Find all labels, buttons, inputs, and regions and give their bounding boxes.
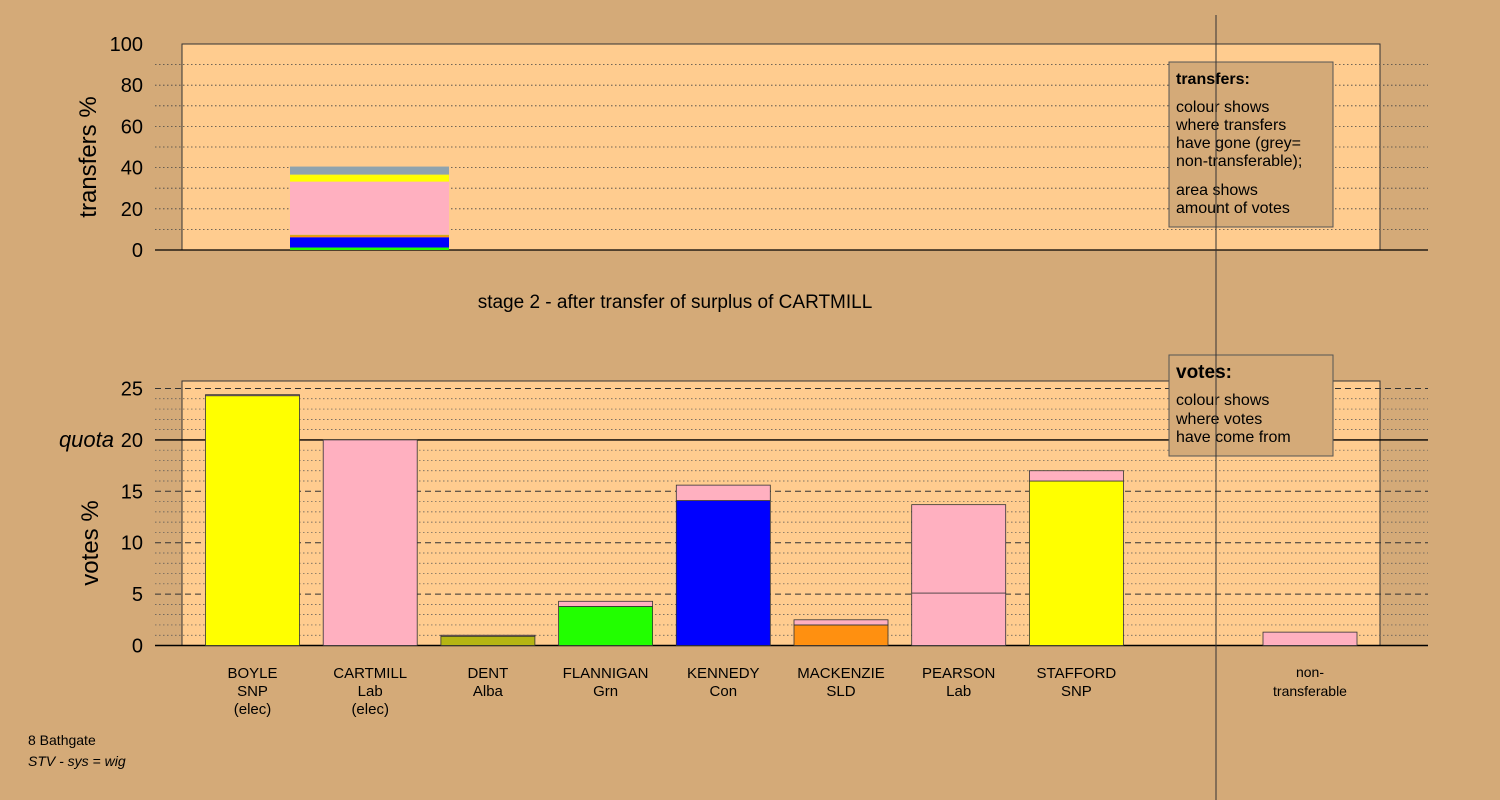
votes-y-tick-label: 5 [132,584,143,606]
votes-y-tick-label: 15 [121,481,143,503]
vote-segment-dent [440,635,536,646]
transfer-segment-mackenzie [290,235,449,238]
candidate-party-mackenzie: SLD [826,683,855,700]
votes-y-tick-label: 10 [121,533,143,555]
quota-label: quota [59,427,114,452]
vote-segment-mackenzie [793,624,889,646]
candidate-party-pearson: Lab [946,683,971,700]
transfers-y-tick-label: 0 [132,240,143,262]
transfers-y-axis-label: transfers % [75,96,102,217]
vote-segment-boyle [205,394,300,397]
transfers-legend: transfers: colour shows where transfers … [1168,61,1334,228]
votes-legend: votes: colour shows where votes have com… [1168,354,1334,457]
vote-segment-stafford [1029,470,1124,482]
transfers-legend-heading: transfers: [1176,71,1250,88]
transfers-y-tick-label: 40 [121,158,143,180]
votes-y-axis-label: votes % [77,500,104,585]
vote-segment-pearson [911,504,1007,594]
votes-y-tick-label: 25 [121,379,143,401]
transfers-y-tick-label: 20 [121,199,143,221]
candidate-party-dent: Alba [473,683,504,700]
votes-legend-line: colour shows [1176,392,1269,409]
votes-y-tick-label: 20 [121,430,143,452]
vote-segment-mackenzie [793,619,889,626]
vote-segment-flannigan [558,600,653,607]
votes-legend-line: where votes [1175,411,1262,428]
vote-segment-kennedy [675,484,771,501]
transfer-segment-dent [290,234,449,236]
candidate-name-boyle: BOYLE [227,665,277,682]
transfers-legend-line: area shows [1176,182,1258,199]
votes-legend-line: have come from [1176,429,1291,446]
candidate-name-kennedy: KENNEDY [687,665,760,682]
transfers-legend-line: have gone (grey= [1176,135,1301,152]
candidate-party-boyle: SNP [237,683,268,700]
vote-segment-boyle [205,395,300,646]
votes-y-tick-label: 0 [132,636,143,658]
transfers-legend-box [1168,61,1334,228]
constituency-label: 8 Bathgate [28,732,96,748]
vote-segment-cartmill [322,439,418,646]
vote-segment-dent [440,634,536,637]
transfers-legend-line: non-transferable); [1176,153,1302,170]
votes-legend-box [1168,354,1334,457]
vote-segment-pearson [911,592,1007,646]
vote-segment-kennedy [675,500,771,646]
nontransferable-label: non- [1296,664,1324,680]
vote-segment-flannigan [558,606,653,646]
candidate-name-mackenzie: MACKENZIE [797,665,885,682]
transfers-legend-line: colour shows [1176,99,1269,116]
transfer-segment-flannigan [290,247,449,250]
vote-segment-stafford [1029,480,1124,646]
candidate-party-flannigan: Grn [593,683,618,700]
candidate-name-stafford: STAFFORD [1037,665,1117,682]
transfers-y-tick-label: 60 [121,116,143,138]
stage-title: stage 2 - after transfer of surplus of C… [478,292,873,313]
candidate-name-dent: DENT [467,665,508,682]
system-label: STV - sys = wig [28,753,126,769]
transfer-segment-pearson [290,181,449,235]
transfers-legend-line: amount of votes [1176,200,1290,217]
transfer-segment-boyle [290,174,449,176]
candidate-status-cartmill: (elec) [351,701,389,718]
transfer-segment-stafford [290,175,449,182]
candidate-name-cartmill: CARTMILL [333,665,407,682]
vote-segment-nontransferable [1262,631,1358,646]
nontransferable-label: transferable [1273,683,1347,699]
candidate-name-pearson: PEARSON [922,665,995,682]
votes-legend-heading: votes: [1176,362,1232,383]
candidate-party-kennedy: Con [710,683,738,700]
transfer-segment-non-transferable [290,166,449,175]
transfers-y-tick-label: 80 [121,75,143,97]
transfers-y-tick-label: 100 [110,34,143,56]
candidate-party-stafford: SNP [1061,683,1092,700]
candidate-status-boyle: (elec) [234,701,272,718]
transfers-legend-line: where transfers [1175,117,1286,134]
candidate-party-cartmill: Lab [358,683,383,700]
candidate-name-flannigan: FLANNIGAN [563,665,649,682]
transfer-segment-kennedy [290,237,449,248]
